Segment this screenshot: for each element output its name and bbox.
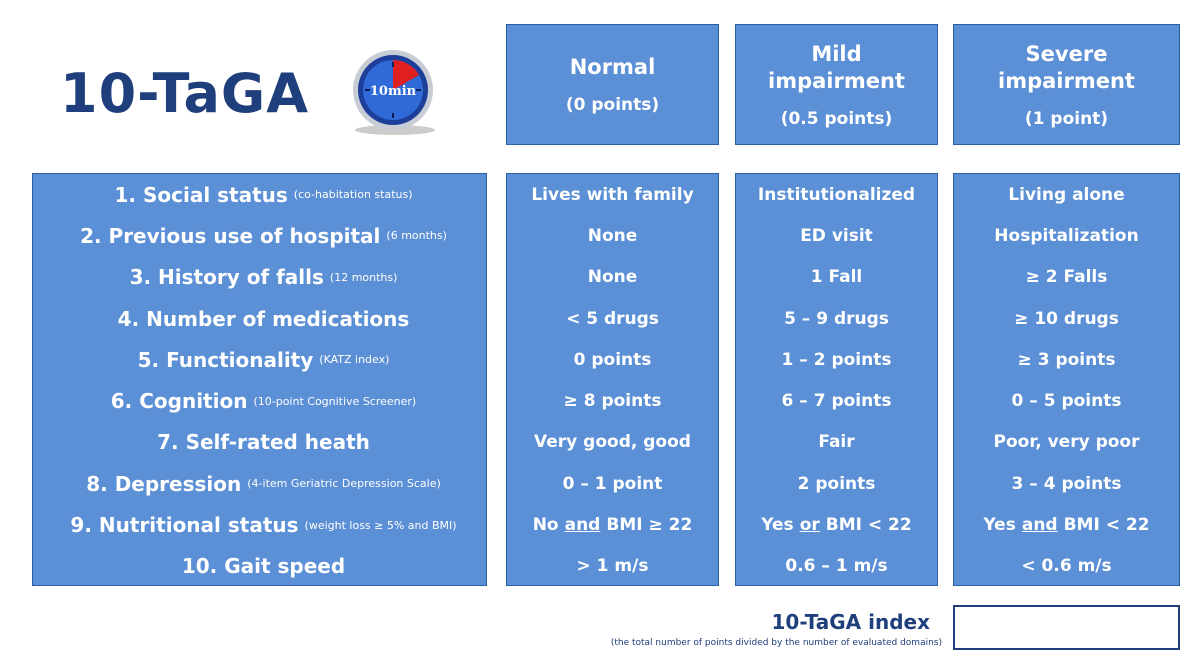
column-body: Living alone Hospitalization ≥ 2 Falls ≥ 10…: [953, 173, 1180, 586]
column-body: Lives with family None None < 5 drugs 0 poin…: [506, 173, 719, 586]
cell: ≥ 10 drugs: [1014, 308, 1119, 329]
cell: None: [587, 225, 638, 246]
domain-name: 4. Number of medications: [117, 306, 410, 331]
domain-column: 1. Social status (co-habitation status) 2.…: [32, 173, 487, 586]
cell: Very good, good: [534, 432, 691, 453]
cell: 0 points: [573, 349, 652, 370]
index-box: [953, 605, 1180, 650]
cell: Hospitalization: [994, 225, 1139, 246]
domain-name: 1. Social status: [114, 182, 288, 207]
cell-part: BMI < 22: [1063, 515, 1150, 536]
cell: < 5 drugs: [566, 308, 659, 329]
cell-part: Yes: [761, 515, 794, 536]
domain-name: 10. Gait speed: [181, 554, 346, 579]
domain-name: 7. Self-rated heath: [157, 430, 370, 455]
cell: 1 – 2 points: [781, 349, 892, 370]
domain-name: 3. History of falls: [129, 265, 324, 290]
domain-note: (weight loss ≥ 5% and BMI): [304, 518, 457, 532]
cell-part: and: [1021, 515, 1058, 536]
cell: 6 – 7 points: [781, 391, 892, 412]
domain-note: (10-point Cognitive Screener): [253, 394, 417, 408]
domain-row: 3. History of falls (12 months): [33, 257, 486, 298]
column-header: Normal (0 points): [506, 24, 719, 145]
column-header: Severe impairment (1 point): [953, 24, 1180, 145]
cell-part: BMI < 22: [825, 515, 912, 536]
domain-row: 7. Self-rated heath: [33, 422, 486, 463]
domain-name: 9. Nutritional status: [70, 513, 299, 538]
cell: 1 Fall: [810, 267, 863, 288]
cell: Living alone: [1008, 184, 1125, 205]
cell: < 0.6 m/s: [1021, 556, 1112, 577]
domain-row: 9. Nutritional status (weight loss ≥ 5% a…: [33, 504, 486, 545]
cell: Yes or BMI < 22: [736, 504, 937, 545]
cell-part: No: [532, 515, 559, 536]
column-points: (1 point): [1024, 108, 1109, 129]
domain-note: (co-habitation status): [293, 188, 413, 202]
domain-row: 6. Cognition (10-point Cognitive Screener…: [33, 381, 486, 422]
cell-part: Yes: [983, 515, 1016, 536]
cell: Fair: [818, 432, 855, 453]
column-points: (0.5 points): [780, 108, 893, 129]
column-label: Mild impairment: [768, 41, 905, 93]
cell: None: [587, 267, 638, 288]
domain-row: 1. Social status (co-habitation status): [33, 174, 486, 215]
domain-note: (12 months): [329, 270, 398, 284]
index-note: (the total number of points divided by t…: [610, 638, 942, 648]
domain-note: (KATZ index): [319, 353, 390, 367]
cell: No and BMI ≥ 22: [507, 504, 718, 545]
domain-note: (6 months): [386, 229, 447, 243]
cell: ED visit: [800, 225, 873, 246]
column-points: (0 points): [565, 95, 660, 115]
cell: 0 – 5 points: [1011, 391, 1122, 412]
cell: ≥ 3 points: [1017, 349, 1116, 370]
domain-row: 5. Functionality (KATZ index): [33, 339, 486, 380]
cell: Poor, very poor: [993, 432, 1140, 453]
domain-name: 8. Depression: [86, 471, 242, 496]
cell-part: BMI ≥ 22: [606, 515, 693, 536]
cell: Institutionalized: [757, 184, 916, 205]
column-header: Mild impairment (0.5 points): [735, 24, 938, 145]
domain-row: 2. Previous use of hospital (6 months): [33, 215, 486, 256]
domain-name: 2. Previous use of hospital: [80, 223, 381, 248]
cell: 5 – 9 drugs: [784, 308, 889, 329]
cell: Lives with family: [531, 184, 694, 205]
cell: ≥ 8 points: [563, 391, 662, 412]
cell-part: or: [799, 515, 820, 536]
index-title: 10-TaGA index: [771, 610, 931, 634]
cell: 3 – 4 points: [1011, 473, 1122, 494]
cell: ≥ 2 Falls: [1025, 267, 1108, 288]
cell: > 1 m/s: [576, 556, 649, 577]
domain-note: (4-item Geriatric Depression Scale): [247, 477, 441, 491]
column-label: Severe impairment: [998, 41, 1135, 93]
domain-row: 4. Number of medications: [33, 298, 486, 339]
domain-name: 5. Functionality: [137, 347, 314, 372]
title: 10-TaGA: [60, 62, 310, 125]
domain-name: 6. Cognition: [110, 389, 248, 414]
cell: 0 – 1 point: [562, 473, 663, 494]
cell: 0.6 – 1 m/s: [785, 556, 888, 577]
cell: 2 points: [797, 473, 876, 494]
column-label: Normal: [569, 55, 656, 79]
cell: Yes and BMI < 22: [954, 504, 1179, 545]
domain-row: 8. Depression (4-item Geriatric Depressio…: [33, 463, 486, 504]
column-body: Institutionalized ED visit 1 Fall 5 – 9 dru…: [735, 173, 938, 586]
timer-icon: 10min: [353, 50, 435, 135]
domain-row: 10. Gait speed: [33, 546, 486, 587]
timer-label: 10min: [370, 84, 417, 99]
cell-part: and: [564, 515, 601, 536]
